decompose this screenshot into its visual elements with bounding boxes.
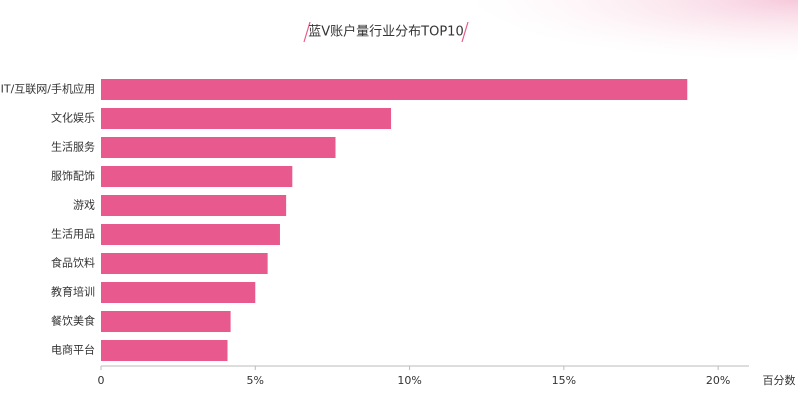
bar (101, 311, 231, 332)
x-axis-label: 百分数 (763, 374, 796, 387)
bar (101, 108, 392, 129)
y-tick-label: 生活用品 (51, 227, 95, 241)
x-tick-label: 15% (552, 374, 576, 387)
y-tick-label: 餐饮美食 (51, 314, 95, 328)
decoration (470, 0, 798, 62)
bar (101, 253, 268, 274)
x-tick-label: 10% (397, 374, 421, 387)
bar (101, 282, 256, 303)
bar (101, 137, 336, 158)
bar (101, 79, 688, 100)
y-tick-label: IT/互联网/手机应用 (1, 82, 95, 96)
bar (101, 195, 287, 216)
bar (101, 340, 228, 361)
title-decoration (303, 21, 311, 43)
bar (101, 224, 280, 245)
x-tick-label: 5% (247, 374, 264, 387)
y-tick-label: 文化娱乐 (51, 111, 95, 125)
y-tick-label: 游戏 (73, 199, 95, 212)
x-tick-label: 20% (706, 374, 730, 387)
x-tick-label: 0 (98, 374, 105, 387)
y-tick-label: 生活服务 (51, 140, 95, 154)
y-tick-label: 电商平台 (51, 343, 95, 357)
bar (101, 166, 293, 187)
y-tick-label: 食品饮料 (51, 256, 95, 270)
y-tick-label: 服饰配饰 (51, 169, 95, 183)
y-tick-label: 教育培训 (51, 285, 95, 299)
chart-title: 蓝V账户量行业分布TOP10 (308, 24, 463, 40)
title-decoration (461, 21, 469, 43)
